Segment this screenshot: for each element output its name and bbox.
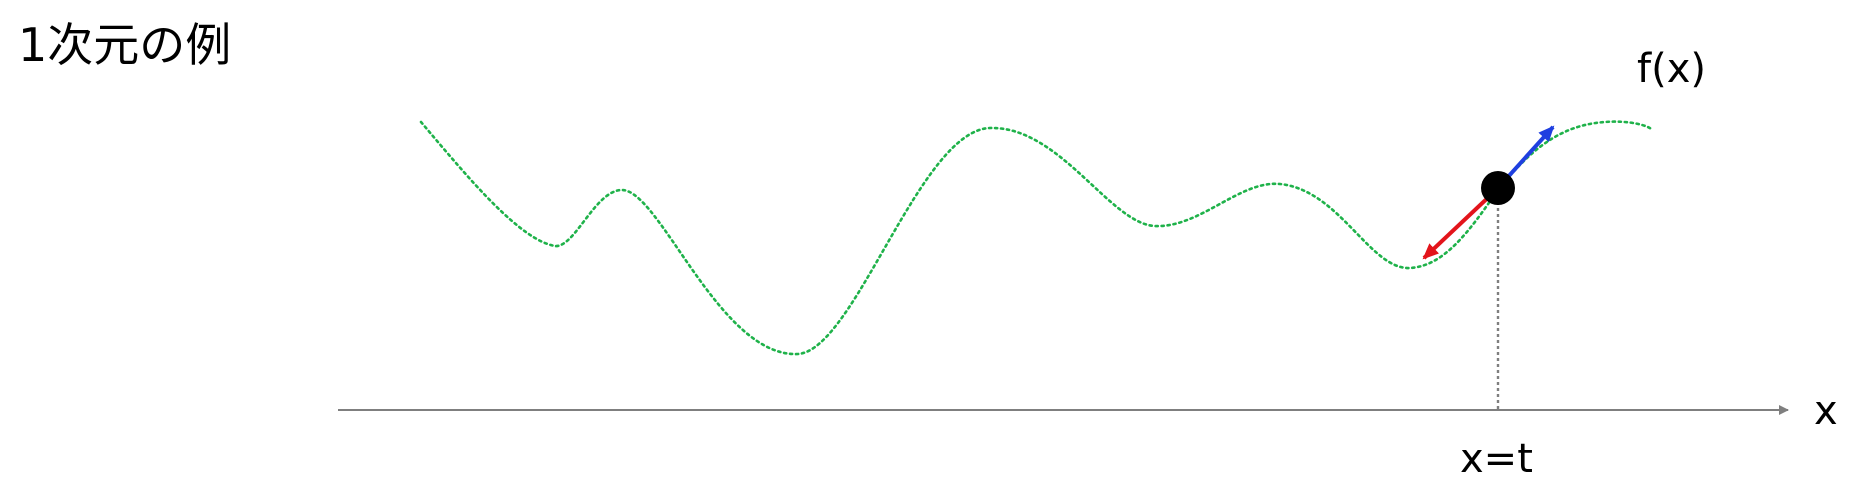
axis-label: x (1814, 388, 1838, 434)
function-label: f(x) (1637, 46, 1706, 92)
point-label: x=t (1460, 436, 1533, 482)
slide-title: 1次元の例 (18, 18, 232, 72)
current-point (1481, 171, 1515, 205)
function-curve (419, 120, 1654, 356)
descent-arrow (1422, 190, 1496, 260)
